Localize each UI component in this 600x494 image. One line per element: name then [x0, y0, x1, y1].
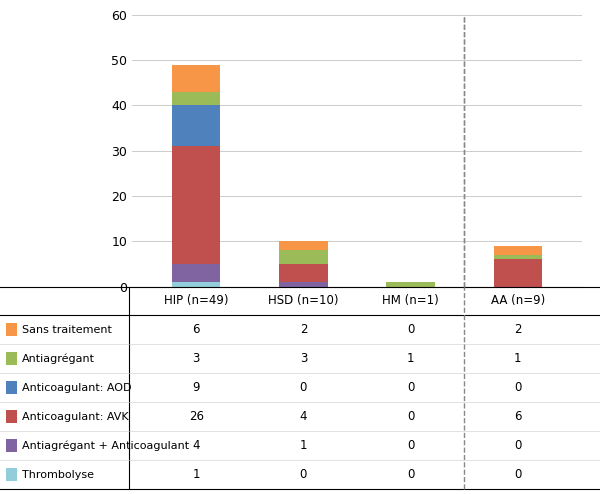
Text: 1: 1: [514, 352, 521, 366]
Bar: [172, 146, 220, 264]
Text: 2: 2: [514, 324, 521, 336]
Text: Sans traitement: Sans traitement: [22, 325, 112, 335]
Bar: [6, 468, 17, 481]
Text: 1: 1: [407, 352, 415, 366]
Bar: [280, 264, 328, 282]
Text: 9: 9: [193, 381, 200, 394]
Text: 4: 4: [299, 410, 307, 423]
Text: Thrombolyse: Thrombolyse: [22, 470, 94, 480]
Text: 0: 0: [407, 381, 414, 394]
Bar: [6, 410, 17, 423]
Bar: [494, 255, 542, 259]
Text: 0: 0: [514, 439, 521, 452]
Text: 0: 0: [407, 468, 414, 481]
Bar: [494, 259, 542, 287]
Bar: [6, 324, 17, 336]
Text: 3: 3: [193, 352, 200, 366]
Bar: [172, 92, 220, 105]
Text: 4: 4: [193, 439, 200, 452]
Text: 1: 1: [299, 439, 307, 452]
Bar: [172, 264, 220, 282]
Bar: [280, 282, 328, 287]
Bar: [6, 352, 17, 366]
Bar: [386, 282, 434, 287]
Text: 0: 0: [514, 468, 521, 481]
Text: HM (n=1): HM (n=1): [382, 294, 439, 307]
Text: Antiagrégant: Antiagrégant: [22, 354, 95, 364]
Text: 2: 2: [299, 324, 307, 336]
Text: Anticoagulant: AOD: Anticoagulant: AOD: [22, 383, 131, 393]
Bar: [172, 105, 220, 146]
Bar: [172, 282, 220, 287]
Text: 26: 26: [189, 410, 204, 423]
Text: 0: 0: [300, 381, 307, 394]
Text: 0: 0: [407, 410, 414, 423]
Text: 3: 3: [300, 352, 307, 366]
Text: 0: 0: [300, 468, 307, 481]
Text: HIP (n=49): HIP (n=49): [164, 294, 229, 307]
Text: 0: 0: [407, 324, 414, 336]
Text: Antiagrégant + Anticoagulant: Antiagrégant + Anticoagulant: [22, 441, 189, 451]
Bar: [280, 250, 328, 264]
Text: HSD (n=10): HSD (n=10): [268, 294, 338, 307]
Bar: [494, 246, 542, 255]
Text: AA (n=9): AA (n=9): [491, 294, 545, 307]
Text: 1: 1: [193, 468, 200, 481]
Bar: [6, 439, 17, 452]
Bar: [6, 381, 17, 394]
Text: Anticoagulant: AVK: Anticoagulant: AVK: [22, 412, 128, 422]
Text: 6: 6: [193, 324, 200, 336]
Text: 0: 0: [514, 381, 521, 394]
Bar: [172, 65, 220, 92]
Text: 0: 0: [407, 439, 414, 452]
Text: 6: 6: [514, 410, 521, 423]
Bar: [280, 241, 328, 250]
